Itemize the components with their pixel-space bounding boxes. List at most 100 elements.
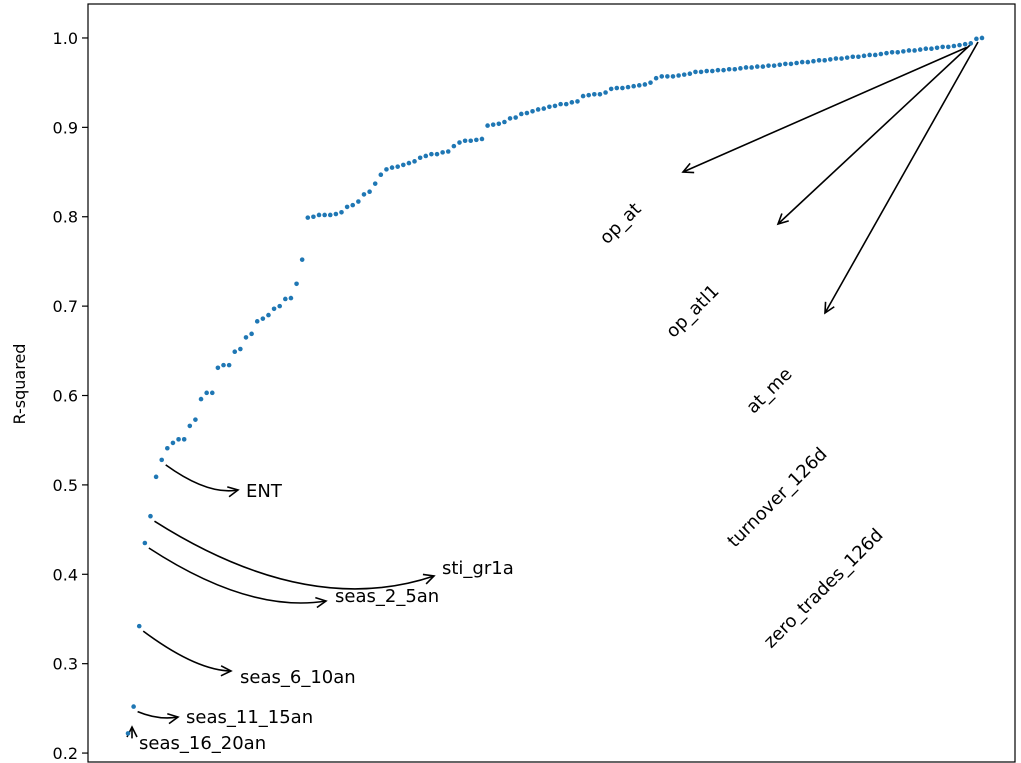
- annotation-arrowhead: [824, 301, 835, 315]
- data-point: [934, 45, 940, 51]
- data-point: [311, 214, 316, 220]
- data-point: [687, 71, 693, 77]
- data-point: [659, 74, 665, 79]
- annotation-arrow: [682, 46, 968, 173]
- data-point: [541, 106, 547, 111]
- data-point: [749, 65, 754, 70]
- data-point: [794, 60, 799, 66]
- data-point: [754, 64, 760, 69]
- data-point: [226, 362, 232, 368]
- data-point: [198, 396, 204, 402]
- data-point: [254, 319, 260, 324]
- data-point: [395, 164, 400, 169]
- data-point: [580, 93, 586, 99]
- data-point: [176, 437, 181, 442]
- annotation-label: at_me: [742, 364, 796, 418]
- data-point: [721, 67, 726, 73]
- data-point: [620, 85, 625, 91]
- y-tick-label: 0.7: [53, 297, 78, 316]
- y-tick-label: 0.4: [53, 565, 78, 584]
- data-point: [170, 440, 176, 446]
- data-point: [535, 107, 541, 112]
- data-point: [979, 35, 985, 41]
- annotation-arrowhead: [315, 596, 328, 609]
- data-point: [788, 61, 794, 67]
- data-point: [417, 155, 423, 161]
- data-point: [856, 54, 861, 60]
- y-tick-label: 0.5: [53, 476, 78, 495]
- data-point: [136, 623, 142, 629]
- annotation-label: zero_trades_126d: [760, 525, 888, 653]
- data-point: [271, 306, 277, 312]
- data-point: [423, 153, 429, 159]
- data-point: [378, 172, 384, 178]
- y-axis: 0.2 0.3 0.4 0.5 0.6 0.7 0.8 0.9 1.0: [53, 29, 88, 763]
- annotation-arrowhead: [167, 713, 180, 725]
- data-point: [524, 110, 530, 116]
- data-point: [608, 86, 614, 92]
- data-point: [805, 59, 811, 65]
- data-point: [861, 53, 867, 59]
- data-point: [412, 159, 417, 164]
- data-point: [872, 52, 878, 58]
- data-point: [951, 43, 957, 49]
- data-point: [597, 91, 603, 97]
- data-point: [957, 42, 962, 48]
- data-point: [816, 58, 822, 63]
- data-point: [462, 138, 468, 144]
- y-axis-title: R-squared: [10, 344, 29, 425]
- data-point: [648, 80, 653, 85]
- data-point: [889, 49, 895, 55]
- data-point: [592, 91, 597, 97]
- data-point: [193, 417, 198, 422]
- y-tick-label: 0.9: [53, 118, 78, 137]
- data-point: [710, 68, 715, 74]
- data-point: [558, 101, 563, 107]
- data-point: [305, 215, 311, 220]
- data-point: [339, 209, 344, 215]
- data-point: [249, 331, 254, 337]
- data-point: [451, 143, 457, 149]
- data-point: [457, 140, 462, 145]
- data-point: [906, 48, 912, 53]
- data-point: [974, 36, 979, 42]
- annotation-label: seas_6_10an: [240, 667, 356, 688]
- data-point: [367, 189, 372, 195]
- data-point: [283, 296, 288, 302]
- data-point: [552, 103, 558, 109]
- annotation-arrowhead: [681, 162, 695, 174]
- data-point: [142, 540, 148, 546]
- data-point: [221, 362, 226, 368]
- data-point: [912, 48, 917, 53]
- data-point: [445, 149, 451, 154]
- annotation-arrow: [165, 464, 239, 492]
- data-point: [384, 167, 389, 172]
- data-point: [429, 151, 434, 157]
- annotation-label: seas_16_20an: [139, 733, 266, 754]
- data-point: [502, 119, 507, 125]
- data-point: [204, 390, 209, 396]
- data-point: [440, 150, 445, 155]
- plot-frame: [87, 3, 1016, 763]
- data-point: [929, 46, 934, 51]
- data-point: [563, 101, 569, 107]
- y-tick-label: 1.0: [53, 29, 78, 48]
- data-point: [771, 63, 777, 68]
- data-point: [333, 211, 339, 217]
- data-point: [833, 56, 839, 61]
- data-point: [530, 108, 535, 114]
- data-point: [406, 160, 412, 166]
- y-tick-label: 0.6: [53, 387, 78, 406]
- data-point: [260, 316, 266, 321]
- annotation-label: op_atl1: [662, 281, 724, 343]
- data-point: [131, 704, 136, 709]
- data-points: [125, 35, 985, 736]
- data-point: [344, 204, 350, 210]
- annotation-label: seas_11_15an: [186, 707, 313, 728]
- data-point: [181, 437, 187, 442]
- data-point: [923, 46, 929, 51]
- data-point: [839, 56, 844, 61]
- data-point: [401, 162, 406, 168]
